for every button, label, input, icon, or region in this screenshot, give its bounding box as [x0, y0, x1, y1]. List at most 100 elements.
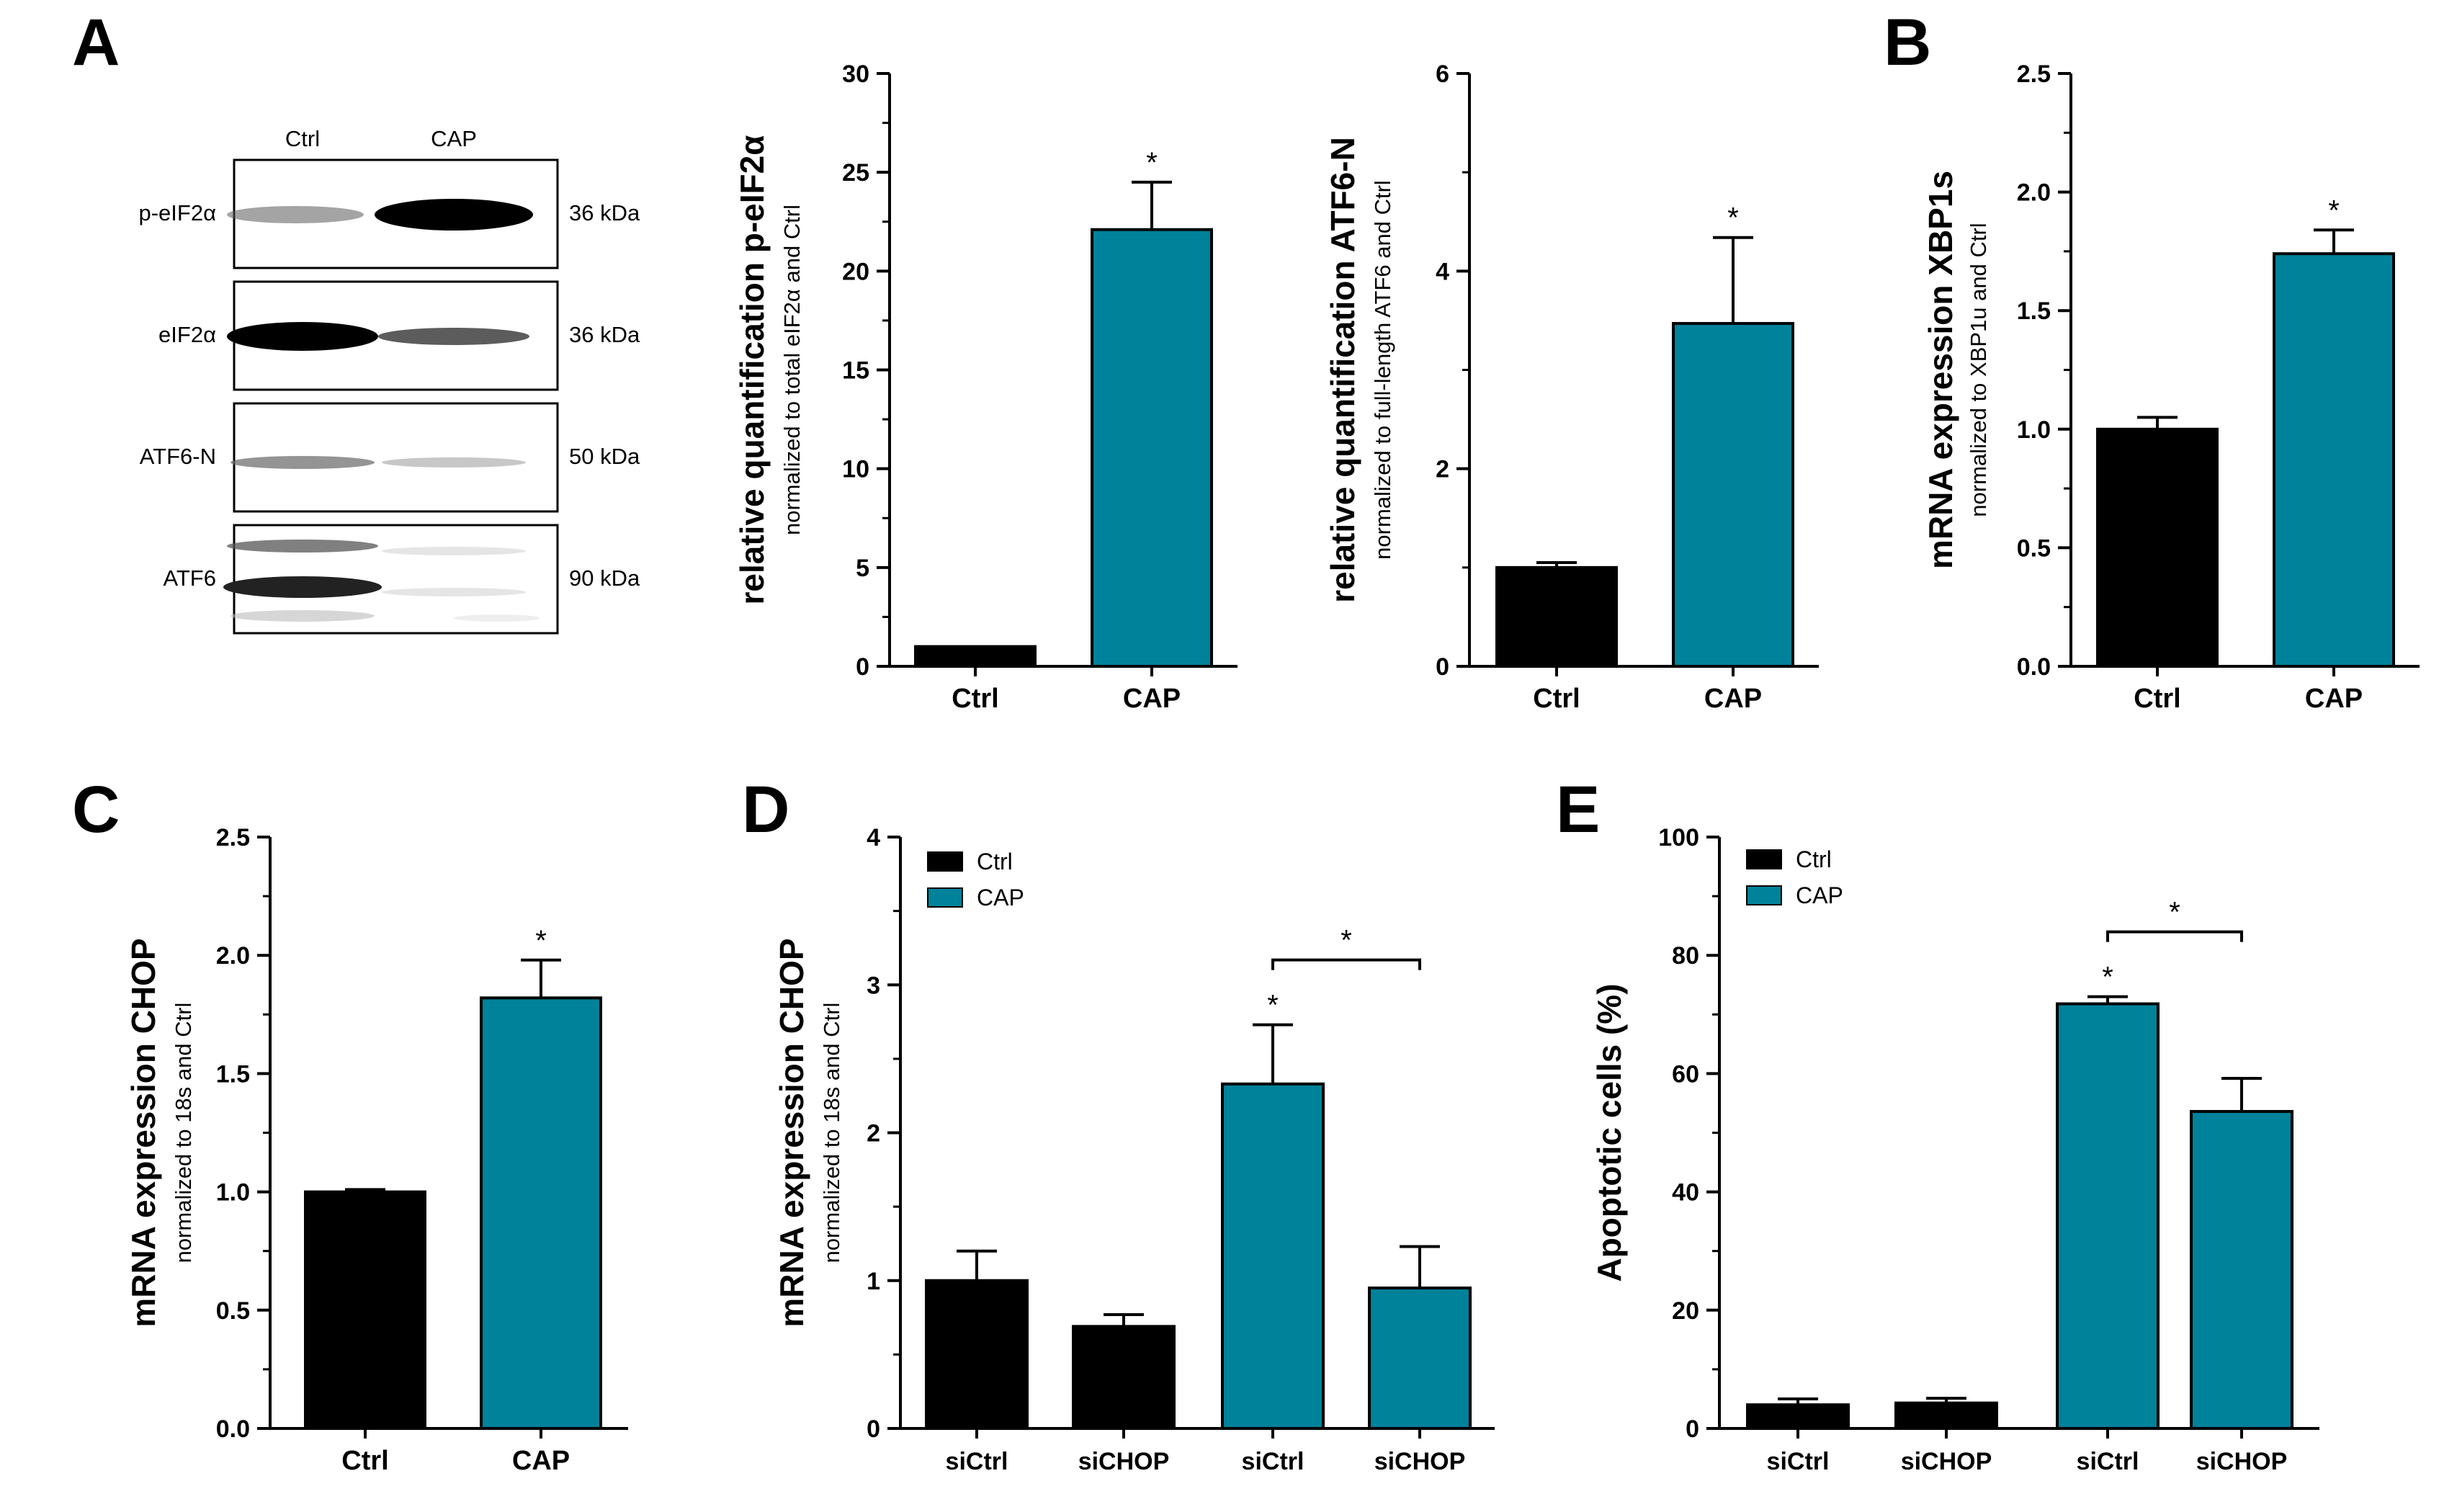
bar — [2274, 254, 2394, 666]
panel-letter: E — [1556, 773, 1600, 846]
legend-swatch — [928, 888, 962, 907]
y-tick-label: 0.0 — [216, 1415, 250, 1443]
y-axis-title: mRNA expression CHOP — [125, 938, 162, 1327]
x-tick-label: siCHOP — [1078, 1448, 1170, 1475]
y-axis-subtitle: normalized to full-length ATF6 and Ctrl — [1370, 180, 1395, 560]
y-axis-title: relative quantification p-eIF2α — [733, 135, 771, 605]
y-tick-label: 6 — [1436, 61, 1449, 88]
blot-size-p-eif2a: 36 kDa — [569, 200, 640, 225]
legend-label: Ctrl — [1796, 846, 1832, 872]
y-tick-label: 1 — [867, 1268, 880, 1295]
bar — [1369, 1288, 1470, 1428]
y-tick-label: 60 — [1672, 1060, 1699, 1088]
legend-label: CAP — [977, 885, 1024, 911]
y-tick-label: 0.0 — [2017, 653, 2051, 681]
significance-star: * — [1727, 202, 1739, 234]
y-tick-label: 1.0 — [2017, 416, 2051, 444]
x-tick-label: CAP — [1123, 684, 1181, 714]
y-axis-subtitle: normalized to 18s and Ctrl — [819, 1003, 844, 1263]
y-tick-label: 2.5 — [216, 824, 250, 851]
y-tick-label: 15 — [842, 357, 869, 385]
chart-p-eif2a-quantification: 0 5 10 15 20 25 30 relative quantification p-eI… — [733, 61, 1238, 714]
panel-letter: D — [742, 773, 789, 846]
y-tick-label: 80 — [1672, 942, 1699, 970]
blot-lane-eif2a: eIF2α 36 kDa — [158, 282, 640, 390]
y-tick-label: 4 — [867, 824, 880, 851]
bar — [481, 998, 601, 1428]
y-tick-label: 1.5 — [216, 1060, 250, 1088]
blot-size-atf6: 90 kDa — [569, 565, 640, 591]
significance-star: * — [2328, 194, 2340, 226]
y-tick-label: 2.0 — [216, 942, 250, 970]
significance-bracket — [1273, 960, 1420, 970]
blot-label-atf6-n: ATF6-N — [140, 444, 216, 469]
y-tick-label: 25 — [842, 159, 869, 187]
bar — [1222, 1084, 1323, 1428]
legend-label: Ctrl — [977, 849, 1013, 874]
x-tick-label: Ctrl — [1533, 684, 1580, 714]
significance-bracket — [2108, 932, 2242, 942]
y-tick-label: 4 — [1436, 258, 1449, 285]
blot-lane-atf6-n: ATF6-N 50 kDa — [140, 403, 640, 511]
western-blot: A Ctrl CAP p-eIF2α 36 kDa eIF2α 36 kDa A… — [72, 6, 640, 633]
x-tick-label: siCtrl — [1242, 1448, 1304, 1475]
x-tick-label: CAP — [1704, 684, 1762, 714]
y-axis-title: Apoptotic cells (%) — [1590, 983, 1628, 1281]
chart-xbp1s-expression: B 0.0 0.5 1.0 1.5 2.0 2.5 mRNA expression XBP1s… — [1884, 6, 2420, 714]
y-tick-label: 1.5 — [2017, 298, 2051, 325]
y-tick-label: 20 — [842, 258, 869, 285]
y-tick-label: 2.0 — [2017, 179, 2051, 207]
significance-star: * — [1341, 925, 1352, 957]
y-tick-label: 0 — [1686, 1415, 1699, 1443]
blot-label-atf6: ATF6 — [164, 565, 217, 591]
y-tick-label: 2.5 — [2017, 61, 2051, 88]
y-axis-title: relative quantification ATF6-N — [1324, 137, 1361, 603]
y-tick-label: 0 — [856, 653, 869, 681]
y-tick-label: 10 — [842, 456, 869, 483]
chart-apoptotic-cells: E 0 20 40 60 80 100 Apoptotic cells (%) siCtrl si… — [1556, 773, 2319, 1475]
figure: A Ctrl CAP p-eIF2α 36 kDa eIF2α 36 kDa A… — [0, 0, 2457, 1512]
x-tick-label: siCtrl — [946, 1448, 1008, 1475]
y-tick-label: 100 — [1658, 824, 1699, 851]
blot-column-ctrl: Ctrl — [285, 126, 320, 151]
chart-chop-expression-d: D 0 1 2 3 4 mRNA expression CHOP normalized to … — [742, 773, 1495, 1475]
y-tick-label: 5 — [856, 555, 869, 582]
y-tick-label: 2 — [1436, 456, 1449, 483]
legend-label: CAP — [1796, 882, 1843, 908]
significance-star: * — [1146, 147, 1158, 179]
chart-chop-expression-c: C 0.0 0.5 1.0 1.5 2.0 2.5 mRNA expression CHOP n… — [72, 773, 628, 1476]
x-tick-label: siCHOP — [1374, 1448, 1466, 1475]
y-tick-label: 0.5 — [2017, 534, 2051, 562]
panel-letter-a: A — [72, 6, 120, 79]
y-tick-label: 3 — [867, 972, 880, 999]
y-axis-title: mRNA expression XBP1s — [1922, 171, 1959, 569]
bar — [305, 1192, 425, 1428]
legend-swatch — [1747, 886, 1781, 905]
bar — [2191, 1111, 2292, 1428]
y-tick-label: 0.5 — [216, 1297, 250, 1325]
x-tick-label: siCtrl — [2077, 1448, 2139, 1475]
bar — [1747, 1405, 1848, 1428]
legend-swatch — [928, 852, 962, 871]
y-axis-subtitle: normalized to 18s and Ctrl — [171, 1003, 196, 1263]
bar — [1073, 1326, 1174, 1428]
x-tick-label: siCHOP — [2196, 1448, 2288, 1475]
panel-letter: C — [72, 773, 120, 846]
x-tick-label: siCHOP — [1901, 1448, 1992, 1475]
x-tick-label: CAP — [512, 1446, 570, 1476]
y-tick-label: 2 — [867, 1120, 880, 1148]
y-axis-title: mRNA expression CHOP — [773, 938, 810, 1327]
bar — [1092, 230, 1212, 666]
significance-star: * — [2169, 897, 2180, 929]
bar — [2098, 429, 2217, 666]
y-tick-label: 40 — [1672, 1179, 1699, 1207]
x-tick-label: Ctrl — [952, 684, 998, 714]
y-tick-label: 1.0 — [216, 1179, 250, 1207]
bar — [1673, 323, 1793, 666]
y-axis-subtitle: normalized to XBP1u and Ctrl — [1966, 223, 1991, 516]
blot-label-eif2a: eIF2α — [158, 322, 216, 347]
chart-atf6-n-quantification: 0 2 4 6 relative quantification ATF6-N normal… — [1324, 61, 1819, 714]
bar — [916, 647, 1035, 666]
legend-swatch — [1747, 850, 1781, 869]
x-tick-label: Ctrl — [341, 1446, 388, 1476]
